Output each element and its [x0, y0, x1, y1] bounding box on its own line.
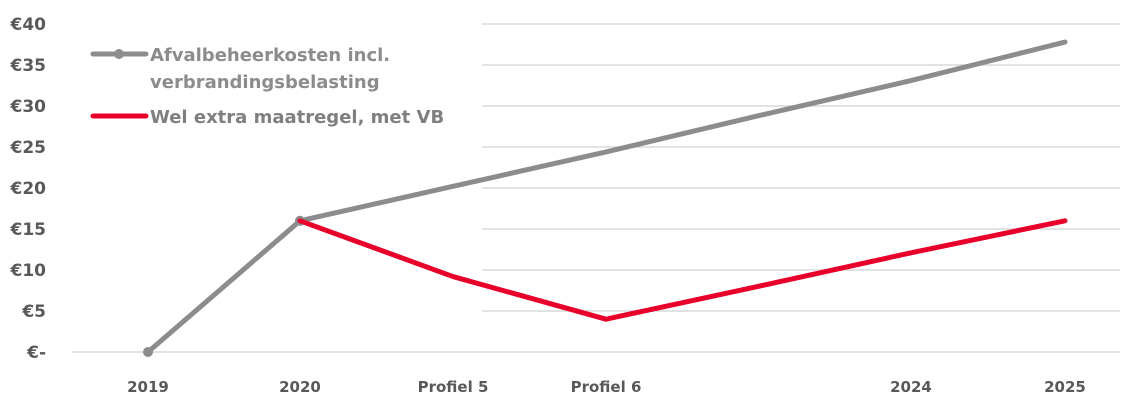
series-line-1: [297, 218, 1068, 322]
x-axis-ticks: 2019 2020 Profiel 5 Profiel 6 2024 2025: [127, 378, 1086, 394]
x-tick-label: 2019: [127, 378, 169, 394]
y-tick-label: €15: [10, 220, 47, 240]
x-tick-label: Profiel 6: [571, 378, 642, 394]
x-tick-label: 2024: [890, 378, 932, 394]
gridlines: [72, 23, 1120, 353]
y-tick-label: €20: [10, 179, 47, 199]
y-tick-label: €10: [10, 261, 47, 281]
x-tick-label: Profiel 5: [418, 378, 489, 394]
legend-marker: [114, 49, 124, 59]
y-tick-label: €25: [10, 138, 47, 158]
y-tick-label: €30: [10, 97, 47, 117]
y-tick-label: €-: [26, 343, 46, 363]
legend-label: verbrandingsbelasting: [150, 72, 380, 93]
legend-label: Afvalbeheerkosten incl.: [150, 45, 390, 66]
series-lines: [143, 39, 1068, 357]
y-tick-label: €40: [10, 15, 47, 35]
y-tick-label: €35: [10, 56, 47, 76]
x-tick-label: 2020: [279, 378, 321, 394]
y-tick-label: €5: [21, 302, 46, 322]
legend-label: Wel extra maatregel, met VB: [150, 107, 444, 128]
data-point: [143, 347, 153, 357]
y-axis-ticks: €- €5 €10 €15 €20 €25 €30 €35 €40: [10, 15, 47, 363]
legend: Afvalbeheerkosten incl. verbrandingsbelas…: [90, 45, 444, 128]
x-tick-label: 2025: [1044, 378, 1086, 394]
